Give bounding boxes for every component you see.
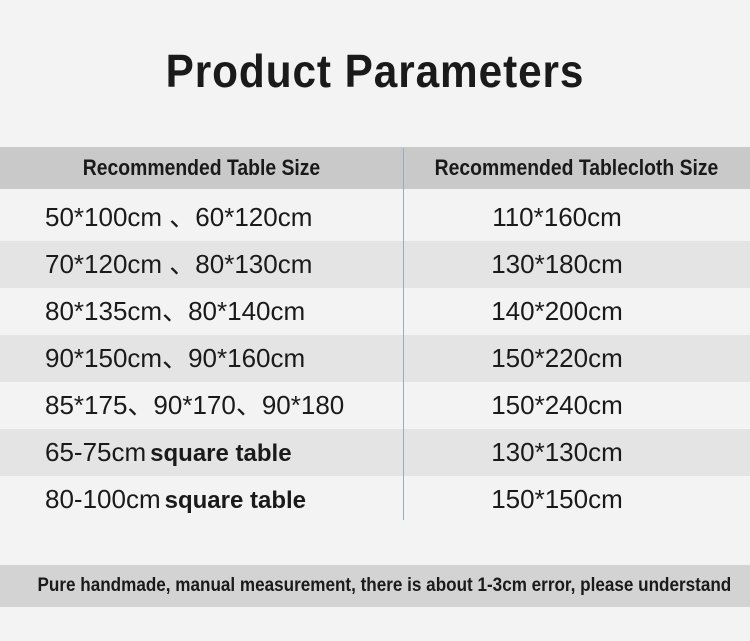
footer: Pure handmade, manual measurement, there… [0, 565, 750, 607]
table-size: 80-100cm [45, 484, 161, 514]
table-size-cell: 65-75cm square table [45, 429, 292, 476]
tablecloth-size: 140*200cm [491, 296, 623, 326]
table-size-cell: 70*120cm 、80*130cm [45, 241, 312, 288]
table-size-cell: 50*100cm 、60*120cm [45, 194, 312, 241]
table-shape: square table [164, 487, 307, 514]
table-size-cell: 85*175、90*170、90*180 [45, 382, 344, 429]
table-shape: square table [150, 440, 292, 467]
tablecloth-size: 130*130cm [491, 437, 623, 467]
column-divider [403, 148, 404, 520]
table-row: 50*100cm 、60*120cm 110*160cm [0, 194, 750, 241]
tablecloth-size: 150*240cm [491, 390, 623, 420]
table-size: 50*100cm 、60*120cm [45, 202, 313, 232]
table-row: 80*135cm、80*140cm 140*200cm [0, 288, 750, 335]
table-size: 90*150cm、90*160cm [45, 343, 306, 373]
table-row: 90*150cm、90*160cm 150*220cm [0, 335, 750, 382]
footer-note: Pure handmade, manual measurement, there… [37, 575, 732, 596]
table-size: 85*175、90*170、90*180 [45, 390, 345, 420]
column-header: Recommended Tablecloth Size [434, 155, 719, 180]
table-size-cell: 90*150cm、90*160cm [45, 335, 305, 382]
table-row: 70*120cm 、80*130cm 130*180cm [0, 241, 750, 288]
tablecloth-size: 150*220cm [491, 343, 623, 373]
table-size: 80*135cm、80*140cm [45, 296, 306, 326]
tablecloth-size: 130*180cm [491, 249, 623, 279]
table-header: Recommended Table Size Recommended Table… [0, 147, 750, 189]
tablecloth-size: 110*160cm [492, 202, 622, 232]
tablecloth-size: 150*150cm [491, 484, 623, 514]
table-size-cell: 80*135cm、80*140cm [45, 288, 305, 335]
table-size: 65-75cm [45, 437, 147, 467]
table-row: 80-100cm square table 150*150cm [0, 476, 750, 523]
table-row: 85*175、90*170、90*180 150*240cm [0, 382, 750, 429]
title: Product Parameters [165, 45, 585, 97]
table-size-cell: 80-100cm square table [45, 476, 306, 523]
table-row: 65-75cm square table 130*130cm [0, 429, 750, 476]
table-size: 70*120cm 、80*130cm [45, 249, 313, 279]
column-header: Recommended Table Size [82, 155, 321, 180]
